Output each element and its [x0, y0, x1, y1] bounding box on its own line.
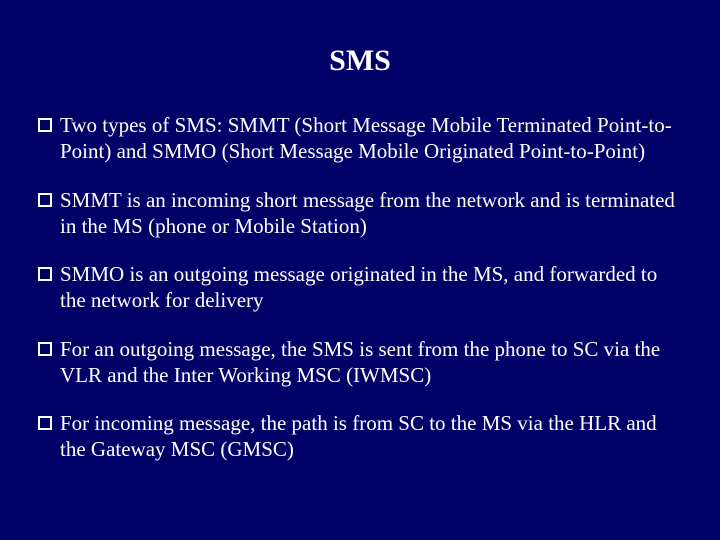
- list-item: Two types of SMS: SMMT (Short Message Mo…: [38, 112, 682, 165]
- bullet-text: SMMO is an outgoing message originated i…: [60, 261, 682, 314]
- bullet-square-icon: [38, 267, 52, 281]
- bullet-square-icon: [38, 118, 52, 132]
- bullet-text: For incoming message, the path is from S…: [60, 410, 682, 463]
- list-item: For incoming message, the path is from S…: [38, 410, 682, 463]
- bullet-text: SMMT is an incoming short message from t…: [60, 187, 682, 240]
- bullet-text: For an outgoing message, the SMS is sent…: [60, 336, 682, 389]
- list-item: SMMO is an outgoing message originated i…: [38, 261, 682, 314]
- list-item: For an outgoing message, the SMS is sent…: [38, 336, 682, 389]
- bullet-square-icon: [38, 342, 52, 356]
- bullet-square-icon: [38, 416, 52, 430]
- list-item: SMMT is an incoming short message from t…: [38, 187, 682, 240]
- slide-title: SMS: [38, 44, 682, 78]
- bullet-square-icon: [38, 193, 52, 207]
- bullet-text: Two types of SMS: SMMT (Short Message Mo…: [60, 112, 682, 165]
- bullet-list: Two types of SMS: SMMT (Short Message Mo…: [38, 112, 682, 463]
